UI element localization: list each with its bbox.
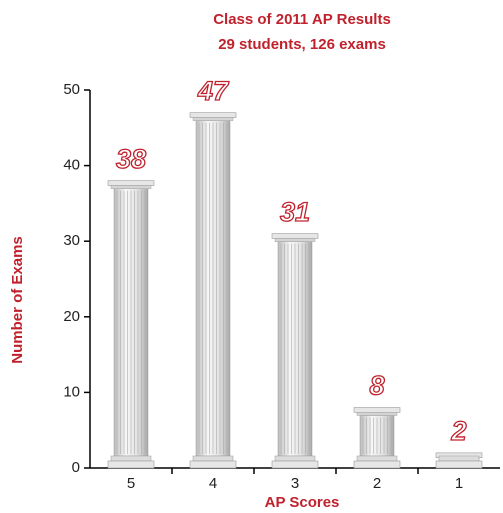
y-tick-label: 10	[63, 383, 80, 400]
y-tick-label: 30	[63, 232, 80, 249]
column-capital	[354, 408, 400, 413]
column-echinus	[111, 186, 151, 189]
x-tick-label: 1	[455, 475, 463, 492]
column-plinth	[272, 461, 318, 468]
value-label: 2	[450, 416, 466, 446]
y-tick-label: 40	[63, 157, 80, 174]
column-capital	[272, 234, 318, 239]
column-plinth	[436, 461, 482, 468]
x-axis-label: AP Scores	[265, 494, 340, 511]
column-plinth	[354, 461, 400, 468]
y-tick-label: 50	[63, 81, 80, 98]
column-echinus	[193, 117, 233, 120]
value-label: 38	[116, 144, 146, 174]
value-label: 31	[280, 197, 310, 227]
column-torus	[193, 456, 233, 461]
chart-subtitle: 29 students, 126 exams	[218, 36, 386, 53]
column-torus	[439, 456, 479, 461]
chart: Class of 2011 AP Results 29 students, 12…	[0, 0, 503, 513]
x-tick-label: 3	[291, 475, 299, 492]
column-plinth	[190, 461, 236, 468]
y-tick-label: 20	[63, 308, 80, 325]
column-echinus	[275, 238, 315, 241]
column-plinth	[108, 461, 154, 468]
x-tick-label: 2	[373, 475, 381, 492]
column-torus	[275, 456, 315, 461]
value-label: 8	[369, 371, 384, 401]
chart-title: Class of 2011 AP Results	[213, 11, 391, 28]
y-tick-label: 0	[72, 459, 80, 476]
value-label: 47	[197, 76, 230, 106]
column-capital	[108, 181, 154, 186]
column-echinus	[357, 412, 397, 415]
x-tick-label: 5	[127, 475, 135, 492]
y-axis-label: Number of Exams	[9, 236, 26, 364]
x-tick-label: 4	[209, 475, 217, 492]
column-torus	[357, 456, 397, 461]
column-capital	[190, 113, 236, 118]
column-torus	[111, 456, 151, 461]
